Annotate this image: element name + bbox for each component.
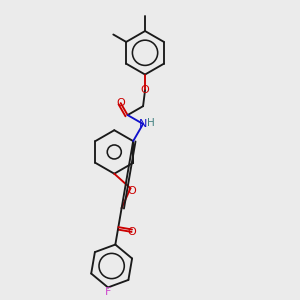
Text: F: F [105, 287, 111, 297]
Text: N: N [139, 119, 147, 129]
Text: O: O [116, 98, 125, 108]
Text: O: O [141, 85, 149, 95]
Text: O: O [127, 186, 136, 196]
Text: H: H [147, 118, 155, 128]
Text: O: O [127, 227, 136, 237]
